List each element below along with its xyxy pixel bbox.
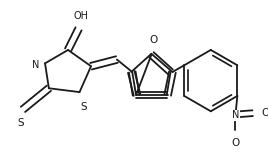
Text: N: N xyxy=(32,60,39,70)
Text: O: O xyxy=(231,138,240,148)
Text: OH: OH xyxy=(74,11,89,21)
Text: O: O xyxy=(261,108,268,118)
Text: S: S xyxy=(18,118,24,128)
Text: O: O xyxy=(149,35,157,45)
Text: S: S xyxy=(80,102,87,112)
Text: N: N xyxy=(232,110,239,120)
